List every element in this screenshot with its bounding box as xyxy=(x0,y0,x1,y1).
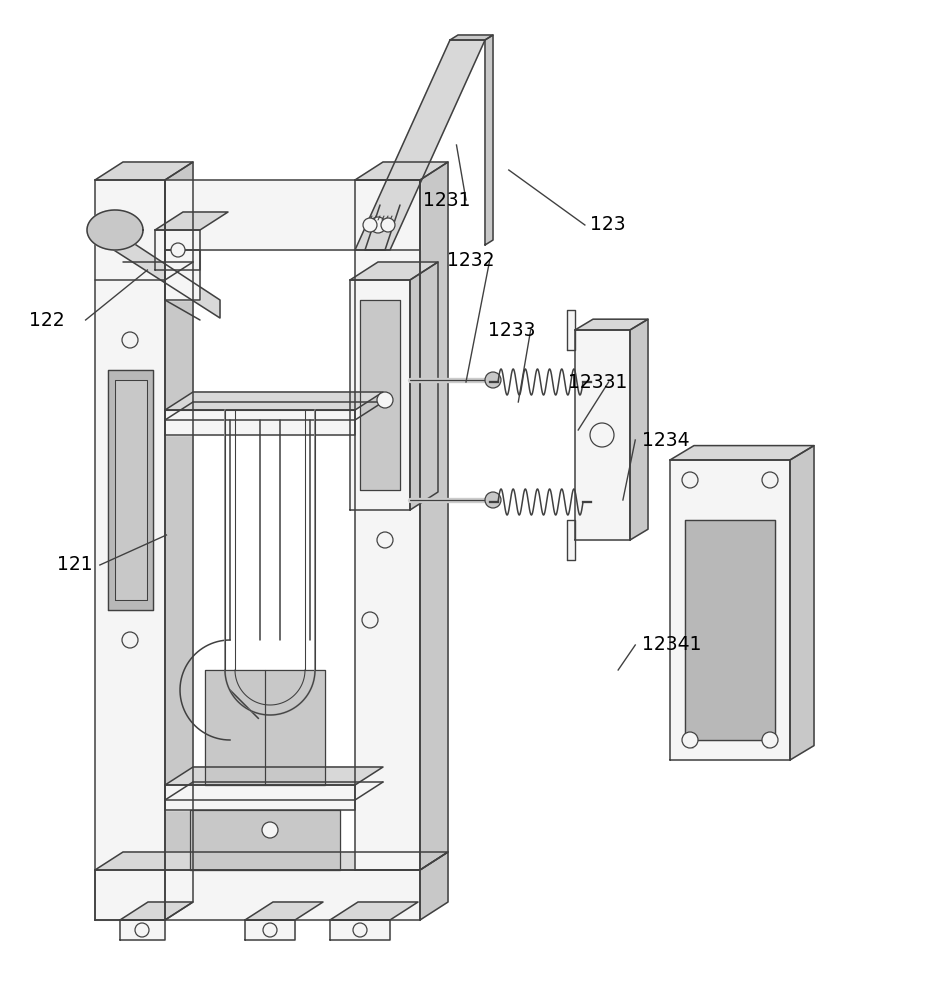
Text: 12331: 12331 xyxy=(568,372,627,391)
Circle shape xyxy=(590,423,614,447)
Polygon shape xyxy=(165,785,355,810)
Polygon shape xyxy=(205,670,325,785)
Polygon shape xyxy=(670,446,814,460)
Text: 1233: 1233 xyxy=(488,320,535,340)
Polygon shape xyxy=(450,35,493,40)
Polygon shape xyxy=(685,520,775,740)
Polygon shape xyxy=(355,40,485,250)
Polygon shape xyxy=(120,920,165,940)
Polygon shape xyxy=(330,902,418,920)
Text: 1231: 1231 xyxy=(423,190,471,210)
Polygon shape xyxy=(115,380,147,600)
Polygon shape xyxy=(410,262,438,510)
Circle shape xyxy=(353,923,367,937)
Polygon shape xyxy=(155,212,228,230)
Polygon shape xyxy=(95,162,193,180)
Polygon shape xyxy=(190,810,340,870)
Polygon shape xyxy=(95,852,448,870)
Circle shape xyxy=(762,472,778,488)
Polygon shape xyxy=(350,262,438,280)
Polygon shape xyxy=(165,180,420,250)
Polygon shape xyxy=(575,330,630,540)
Polygon shape xyxy=(120,902,193,920)
Circle shape xyxy=(263,923,277,937)
Polygon shape xyxy=(165,162,193,920)
Polygon shape xyxy=(355,180,420,870)
Polygon shape xyxy=(95,180,165,920)
Polygon shape xyxy=(567,520,575,560)
Text: 1232: 1232 xyxy=(447,250,495,269)
Circle shape xyxy=(682,732,698,748)
Circle shape xyxy=(682,472,698,488)
Circle shape xyxy=(370,217,386,233)
Text: 12341: 12341 xyxy=(642,636,702,654)
Circle shape xyxy=(171,243,185,257)
Polygon shape xyxy=(420,852,448,920)
Text: 1234: 1234 xyxy=(642,430,689,450)
Polygon shape xyxy=(87,210,143,250)
Circle shape xyxy=(485,372,501,388)
Circle shape xyxy=(362,612,378,628)
Text: 122: 122 xyxy=(29,310,64,330)
Circle shape xyxy=(135,923,149,937)
Text: 123: 123 xyxy=(590,216,625,234)
Polygon shape xyxy=(108,370,153,610)
Circle shape xyxy=(122,332,138,348)
Polygon shape xyxy=(165,250,200,300)
Polygon shape xyxy=(575,319,648,330)
Polygon shape xyxy=(360,300,400,490)
Polygon shape xyxy=(420,162,448,870)
Polygon shape xyxy=(95,218,220,318)
Circle shape xyxy=(762,732,778,748)
Circle shape xyxy=(485,492,501,508)
Polygon shape xyxy=(245,920,295,940)
Polygon shape xyxy=(330,920,390,940)
Circle shape xyxy=(381,218,395,232)
Circle shape xyxy=(262,822,278,838)
Polygon shape xyxy=(790,446,814,760)
Polygon shape xyxy=(567,310,575,350)
Polygon shape xyxy=(165,392,383,410)
Circle shape xyxy=(377,392,393,408)
Polygon shape xyxy=(95,870,420,920)
Polygon shape xyxy=(245,902,323,920)
Polygon shape xyxy=(485,35,493,245)
Polygon shape xyxy=(630,319,648,540)
Polygon shape xyxy=(165,410,355,435)
Polygon shape xyxy=(670,460,790,760)
Circle shape xyxy=(377,532,393,548)
Text: 121: 121 xyxy=(57,556,92,574)
Circle shape xyxy=(363,218,377,232)
Polygon shape xyxy=(355,162,448,180)
Circle shape xyxy=(122,632,138,648)
Polygon shape xyxy=(165,767,383,785)
Polygon shape xyxy=(350,280,410,510)
Polygon shape xyxy=(155,230,200,270)
